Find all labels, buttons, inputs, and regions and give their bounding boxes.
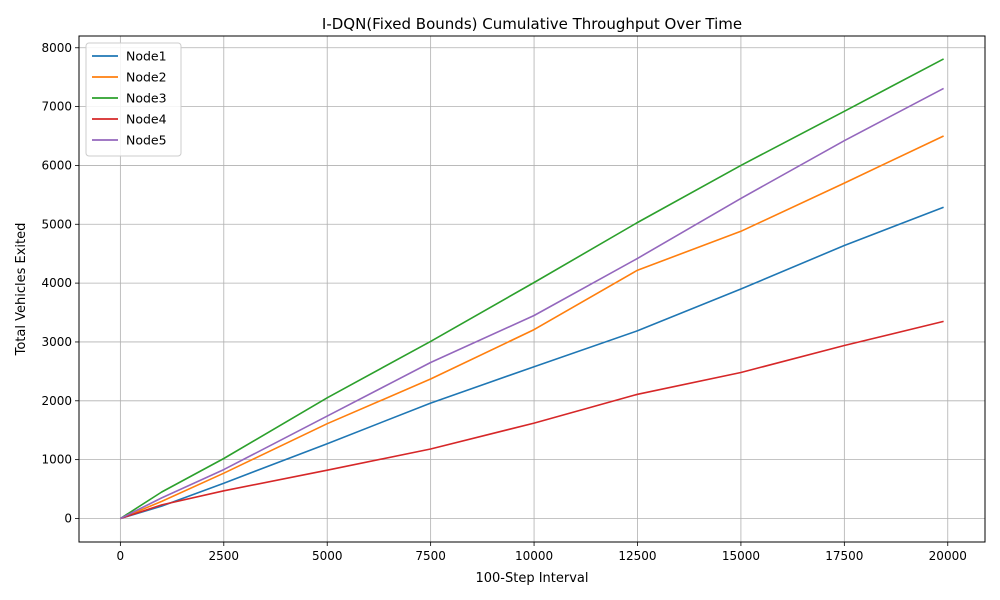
y-tick-label: 3000 [41, 335, 72, 349]
y-tick-label: 6000 [41, 158, 72, 172]
y-tick-label: 2000 [41, 394, 72, 408]
legend-label: Node1 [126, 49, 167, 64]
series-line-node1 [120, 206, 944, 520]
y-axis-ticks: 0 1000 2000 3000 4000 5000 6000 7000 8000 [41, 41, 79, 525]
x-tick-label: 17500 [825, 549, 863, 563]
series-line-node4 [120, 320, 944, 520]
y-axis-label: Total Vehicles Exited [14, 223, 29, 357]
plot-frame [78, 35, 986, 543]
x-tick-label: 15000 [722, 549, 760, 563]
y-tick-label: 5000 [41, 217, 72, 231]
x-tick-label: 7500 [415, 549, 446, 563]
y-tick-label: 1000 [41, 453, 72, 467]
y-tick-label: 8000 [41, 41, 72, 55]
x-axis-label: 100-Step Interval [475, 571, 588, 586]
legend-box [85, 42, 182, 157]
series-line-node3 [119, 58, 944, 520]
x-axis-ticks: 0 2500 5000 7500 10000 12500 15000 17500 20000 [117, 542, 967, 563]
legend-label: Node4 [126, 112, 167, 127]
series-line-node5 [120, 87, 944, 520]
chart-title: I-DQN(Fixed Bounds) Cumulative Throughpu… [322, 15, 742, 33]
x-tick-label: 12500 [618, 549, 656, 563]
legend-label: Node2 [126, 70, 167, 85]
y-tick-label: 0 [64, 511, 72, 525]
legend-label: Node5 [126, 133, 167, 148]
x-tick-label: 5000 [312, 549, 343, 563]
legend: Node1 Node2 Node3 Node4 Node5 [85, 42, 182, 157]
series-line-node2 [120, 135, 944, 520]
x-tick-label: 2500 [209, 549, 240, 563]
y-tick-label: 7000 [41, 100, 72, 114]
legend-label: Node3 [126, 91, 167, 106]
plot-lines [119, 58, 944, 520]
x-tick-label: 10000 [515, 549, 553, 563]
x-tick-label: 20000 [929, 549, 967, 563]
x-tick-label: 0 [117, 549, 125, 563]
y-tick-label: 4000 [41, 276, 72, 290]
